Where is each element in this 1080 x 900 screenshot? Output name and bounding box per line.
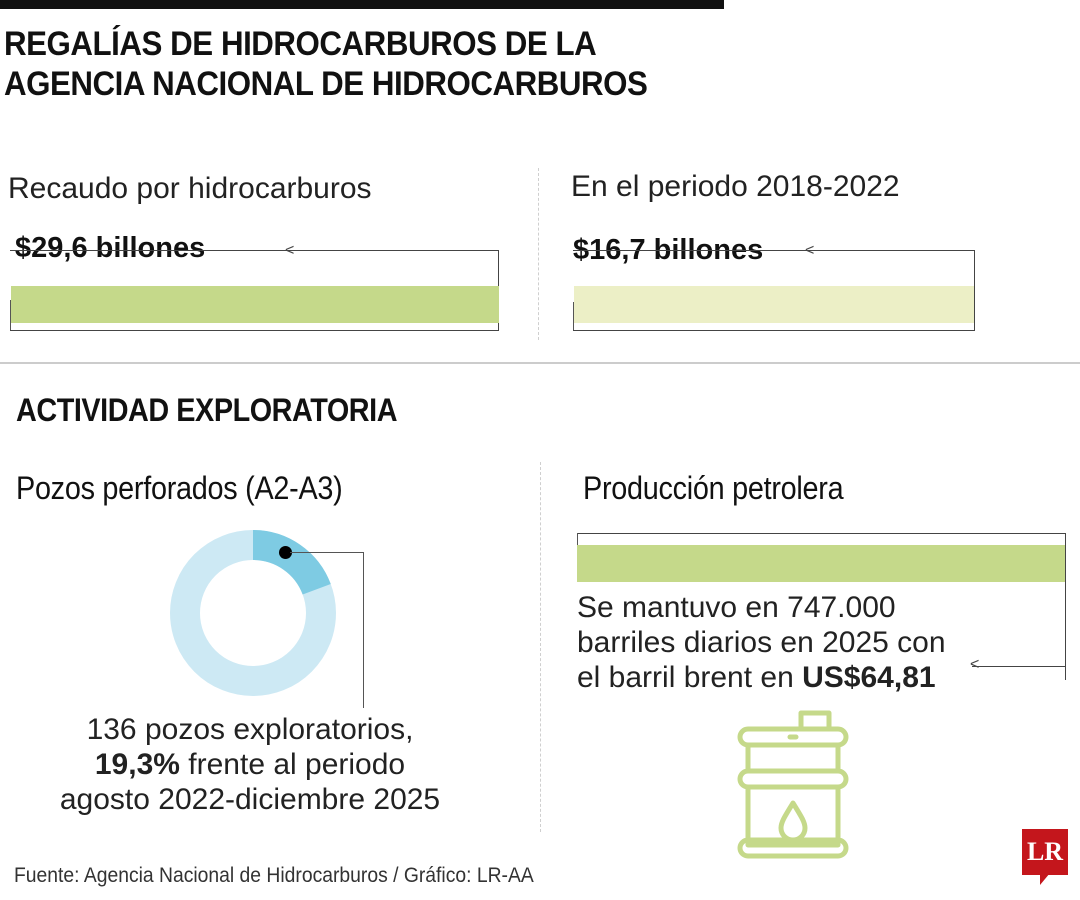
source-note: Fuente: Agencia Nacional de Hidrocarburo…	[14, 864, 534, 887]
donut-chart	[170, 530, 336, 696]
top-rule	[0, 0, 724, 9]
lr-logo: LR	[1022, 829, 1068, 875]
title-line-2: AGENCIA NACIONAL DE HIDROCARBUROS	[4, 65, 648, 103]
produccion-title: Producción petrolera	[583, 470, 844, 506]
arrow-left-icon: <	[970, 656, 980, 673]
lr-logo-tail	[1040, 873, 1050, 885]
pozos-description: 136 pozos exploratorios, 19,3% frente al…	[40, 712, 460, 817]
pozos-line-1: 136 pozos exploratorios,	[86, 713, 414, 746]
divider-top	[538, 168, 539, 340]
produccion-line-2: barriles diarios en 2025 con	[577, 626, 946, 659]
section-divider	[0, 362, 1080, 364]
pozos-line-2-rest: frente al periodo	[179, 748, 406, 781]
produccion-bar	[577, 545, 1065, 582]
produccion-description: Se mantuvo en 747.000 barriles diarios e…	[577, 590, 1047, 695]
section-title: ACTIVIDAD EXPLORATORIA	[16, 392, 398, 428]
title-line-1: REGALÍAS DE HIDROCARBUROS DE LA	[4, 25, 597, 63]
arrow-left-icon: <	[285, 242, 295, 259]
recaudo-bar	[11, 286, 499, 323]
donut-connector	[290, 552, 364, 708]
page-title: REGALÍAS DE HIDROCARBUROS DE LA AGENCIA …	[4, 24, 703, 104]
produccion-line-1: Se mantuvo en 747.000	[577, 591, 896, 624]
donut-marker-dot	[279, 546, 292, 559]
periodo-baseline-tick	[573, 302, 574, 330]
periodo-bar	[574, 286, 974, 323]
brent-price: US$64,81	[802, 661, 936, 694]
produccion-line-3-prefix: el barril brent en	[577, 661, 803, 694]
pozos-line-3: agosto 2022-diciembre 2025	[59, 783, 441, 816]
arrow-left-icon: <	[805, 242, 815, 259]
pozos-title: Pozos perforados (A2-A3)	[16, 470, 343, 506]
divider-bottom	[540, 462, 541, 832]
price-connector	[972, 666, 1065, 667]
recaudo-value: $29,6 billones	[15, 232, 206, 264]
periodo-connector	[573, 250, 975, 331]
periodo-label: En el periodo 2018-2022	[571, 170, 900, 203]
recaudo-label: Recaudo por hidrocarburos	[8, 172, 372, 205]
pozos-percent: 19,3%	[94, 748, 180, 781]
produccion-connector	[577, 533, 1066, 680]
pozos-line-2: 19,3% frente al periodo	[40, 747, 460, 782]
produccion-line-3: el barril brent en US$64,81	[577, 660, 1047, 695]
recaudo-baseline-tick	[10, 300, 11, 330]
oil-barrel-icon	[735, 708, 851, 868]
lr-logo-text: LR	[1026, 837, 1064, 866]
